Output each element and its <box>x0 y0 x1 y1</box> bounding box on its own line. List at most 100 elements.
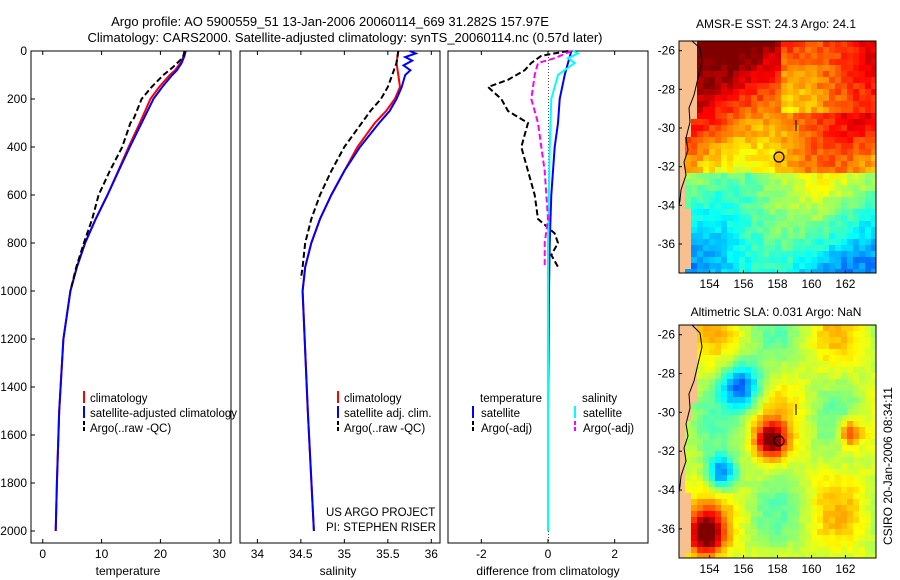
m1-cell <box>847 215 853 221</box>
m1-cell <box>793 263 799 269</box>
m1-cell <box>799 59 805 65</box>
m2-cell <box>823 445 829 451</box>
m2-cell <box>703 343 709 349</box>
m2-cell <box>805 517 811 523</box>
m1-cell <box>763 191 769 197</box>
m2-cell <box>703 391 709 397</box>
m1-cell <box>847 83 853 89</box>
m1-cell <box>703 215 709 221</box>
m2-cell <box>853 337 859 343</box>
m2-cell <box>841 547 847 553</box>
m1-cell <box>679 245 685 251</box>
m2-cell <box>811 493 817 499</box>
m1-cell <box>805 161 811 167</box>
m1-cell <box>739 245 745 251</box>
m2-cell <box>811 355 817 361</box>
m2-cell <box>763 397 769 403</box>
m2-cell <box>739 421 745 427</box>
m2-cell <box>679 547 685 553</box>
m2-cell <box>769 445 775 451</box>
m1-cell <box>691 125 697 131</box>
m1-cell <box>847 185 853 191</box>
m2-cell <box>691 547 697 553</box>
m1-cell <box>871 83 876 89</box>
m2-cell <box>817 529 823 535</box>
title-line-1: Argo profile: AO 5900559_51 13-Jan-2006 … <box>111 14 549 29</box>
m1-cell <box>697 185 703 191</box>
m2-cell <box>853 433 859 439</box>
m2-cell <box>781 499 787 505</box>
sst-map-title: AMSR-E SST: 24.3 Argo: 24.1 <box>696 17 856 31</box>
m1-cell <box>871 167 876 173</box>
m1-cell <box>841 107 847 113</box>
m1-cell <box>709 137 715 143</box>
m2-cell <box>679 433 685 439</box>
m2-cell <box>739 433 745 439</box>
m2-cell <box>679 391 685 397</box>
m2-cell <box>697 397 703 403</box>
m2-cell <box>829 361 835 367</box>
m2-cell <box>739 517 745 523</box>
m1-cell <box>739 173 745 179</box>
m1-cell <box>865 101 871 107</box>
m1-cell <box>751 59 757 65</box>
m2-cell <box>685 331 691 337</box>
m1-cell <box>853 77 859 83</box>
m2-cell <box>691 385 697 391</box>
sla_map-xtick: 156 <box>734 562 754 576</box>
m1-cell <box>871 149 876 155</box>
m2-cell <box>697 451 703 457</box>
m2-cell <box>697 529 703 535</box>
m2-cell <box>817 451 823 457</box>
m2-cell <box>757 373 763 379</box>
legend-sal-satellite: satellite adj. clim. <box>344 408 432 420</box>
m1-cell <box>763 47 769 53</box>
m1-cell <box>763 65 769 71</box>
m2-cell <box>715 481 721 487</box>
m1-cell <box>769 77 775 83</box>
m2-cell <box>715 511 721 517</box>
m2-cell <box>829 499 835 505</box>
m2-cell <box>817 457 823 463</box>
m2-cell <box>727 469 733 475</box>
m1-cell <box>841 203 847 209</box>
m2-cell <box>769 463 775 469</box>
m2-cell <box>787 379 793 385</box>
m2-cell <box>853 409 859 415</box>
m1-cell <box>871 47 876 53</box>
m2-cell <box>817 391 823 397</box>
m2-cell <box>799 385 805 391</box>
m1-cell <box>781 245 787 251</box>
m2-cell <box>865 505 871 511</box>
sla-map-panel: Altimetric SLA: 0.031 Argo: NaN 154 156 15… <box>658 305 877 576</box>
m1-cell <box>685 83 691 89</box>
m1-cell <box>685 101 691 107</box>
m1-cell <box>787 185 793 191</box>
m2-cell <box>835 355 841 361</box>
m1-cell <box>781 65 787 71</box>
m2-cell <box>775 337 781 343</box>
m2-cell <box>757 451 763 457</box>
m1-cell <box>763 227 769 233</box>
m1-cell <box>745 137 751 143</box>
m2-cell <box>691 445 697 451</box>
m1-cell <box>685 41 691 47</box>
m1-cell <box>763 173 769 179</box>
m1-cell <box>739 203 745 209</box>
m2-cell <box>811 421 817 427</box>
m1-cell <box>769 59 775 65</box>
m2-cell <box>697 505 703 511</box>
m2-cell <box>811 415 817 421</box>
m1-cell <box>853 185 859 191</box>
m1-cell <box>733 107 739 113</box>
m2-cell <box>787 433 793 439</box>
m2-cell <box>817 547 823 553</box>
m2-cell <box>697 463 703 469</box>
m2-cell <box>865 529 871 535</box>
m1-cell <box>715 143 721 149</box>
m1-cell <box>823 47 829 53</box>
m1-cell <box>829 203 835 209</box>
m2-cell <box>769 409 775 415</box>
m2-cell <box>709 523 715 529</box>
